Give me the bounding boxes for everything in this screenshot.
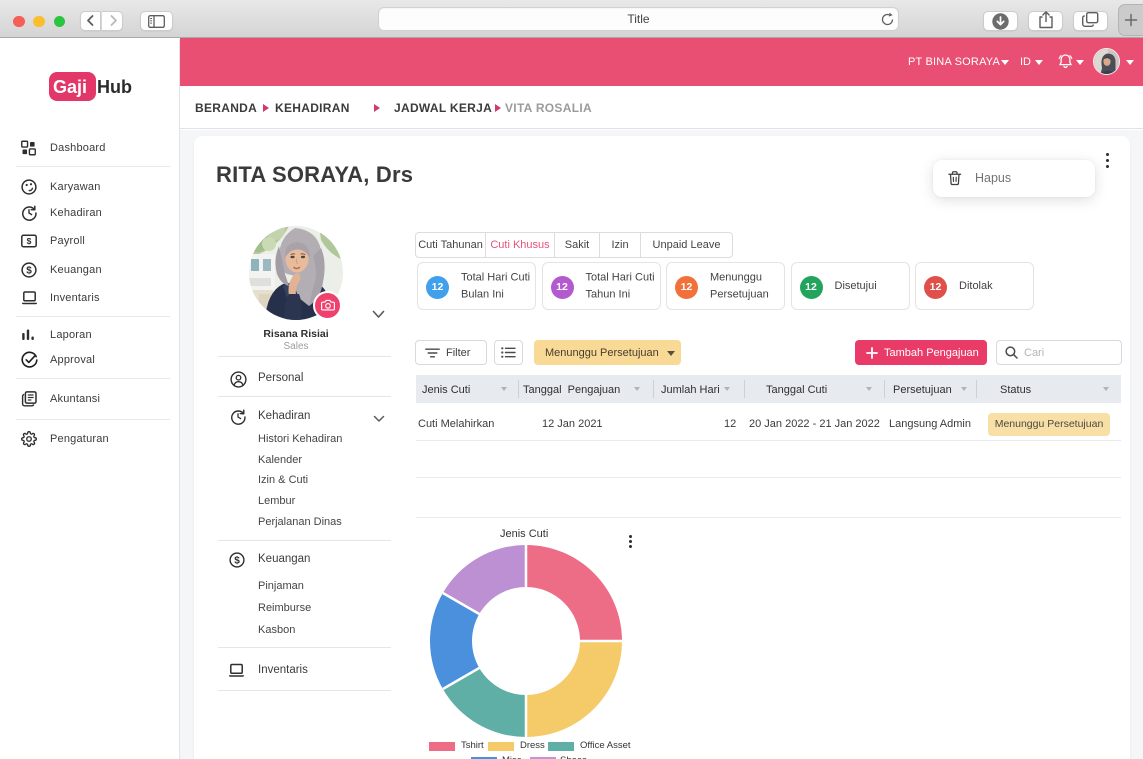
- svg-text:$: $: [27, 236, 32, 246]
- svg-text:$: $: [234, 556, 240, 567]
- svg-text:$: $: [26, 265, 32, 276]
